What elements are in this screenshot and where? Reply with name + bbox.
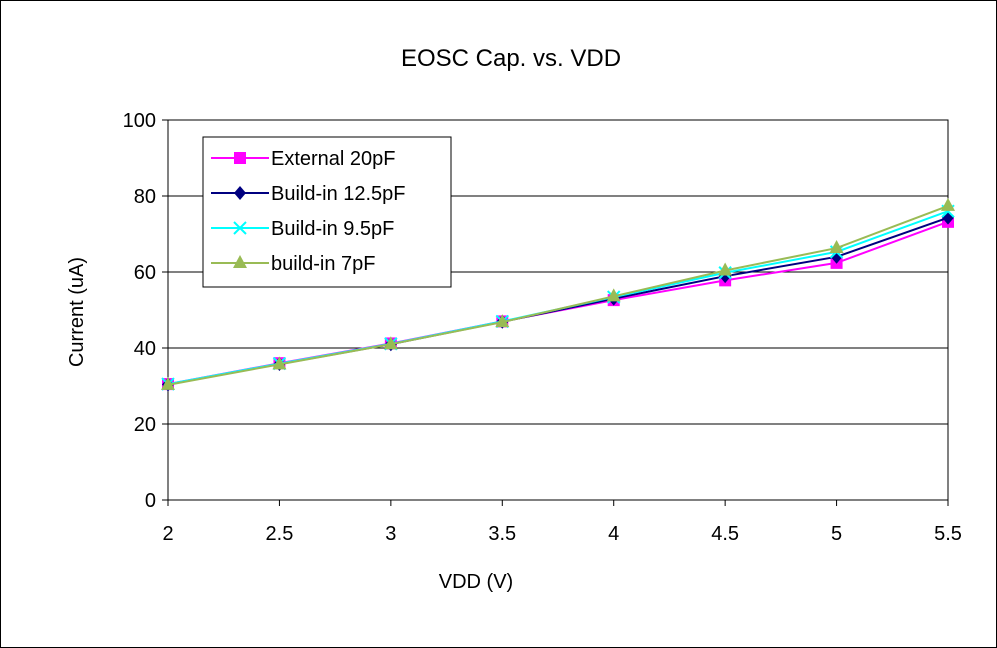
x-tick-label: 5.5 [934, 523, 962, 545]
y-tick-label: 0 [145, 490, 156, 512]
plot-area [167, 119, 949, 501]
data-point [495, 314, 510, 328]
series-line [167, 204, 949, 386]
legend-entry: Build-in 9.5pF [211, 218, 394, 240]
x-tick-label: 3.5 [488, 523, 516, 545]
y-tick-label: 20 [134, 414, 156, 436]
data-point [718, 262, 733, 276]
x-axis: 2 2.5 3 3.5 4 4.5 5 5.5 [162, 500, 962, 545]
legend-marker [233, 221, 247, 235]
legend-label: build-in 7pF [271, 253, 376, 275]
y-tick-label: 100 [123, 110, 156, 132]
legend-marker [234, 152, 246, 164]
y-tick-label: 80 [134, 186, 156, 208]
data-point [829, 240, 844, 254]
legend-entry: build-in 7pF [211, 253, 376, 275]
data-point [383, 336, 398, 350]
x-tick-label: 4.5 [711, 523, 739, 545]
data-point [606, 288, 621, 302]
y-axis: 0 20 40 60 80 100 [123, 110, 168, 512]
x-tick-label: 3 [385, 523, 396, 545]
legend-entry: Build-in 12.5pF [211, 183, 406, 205]
y-axis-label: Current (uA) [66, 257, 88, 367]
y-tick-label: 60 [134, 262, 156, 284]
x-axis-label: VDD (V) [439, 571, 513, 593]
legend: External 20pF Build-in 12.5pF Build-in 9.5… [202, 136, 452, 288]
chart-title: EOSC Cap. vs. VDD [401, 45, 621, 72]
data-point [272, 356, 287, 370]
x-tick-label: 2.5 [266, 523, 294, 545]
series-group [161, 197, 955, 392]
x-tick-label: 5 [831, 523, 842, 545]
data-point [941, 197, 955, 211]
legend-marker [233, 255, 247, 268]
legend-entry: External 20pF [211, 148, 396, 170]
legend-label: External 20pF [271, 148, 396, 170]
y-tick-label: 40 [134, 338, 156, 360]
x-tick-label: 2 [162, 523, 173, 545]
data-point [161, 376, 175, 390]
legend-label: Build-in 12.5pF [271, 183, 406, 205]
x-tick-label: 4 [608, 523, 619, 545]
legend-marker [234, 186, 246, 200]
series-4 [161, 197, 955, 390]
legend-label: Build-in 9.5pF [271, 218, 394, 240]
